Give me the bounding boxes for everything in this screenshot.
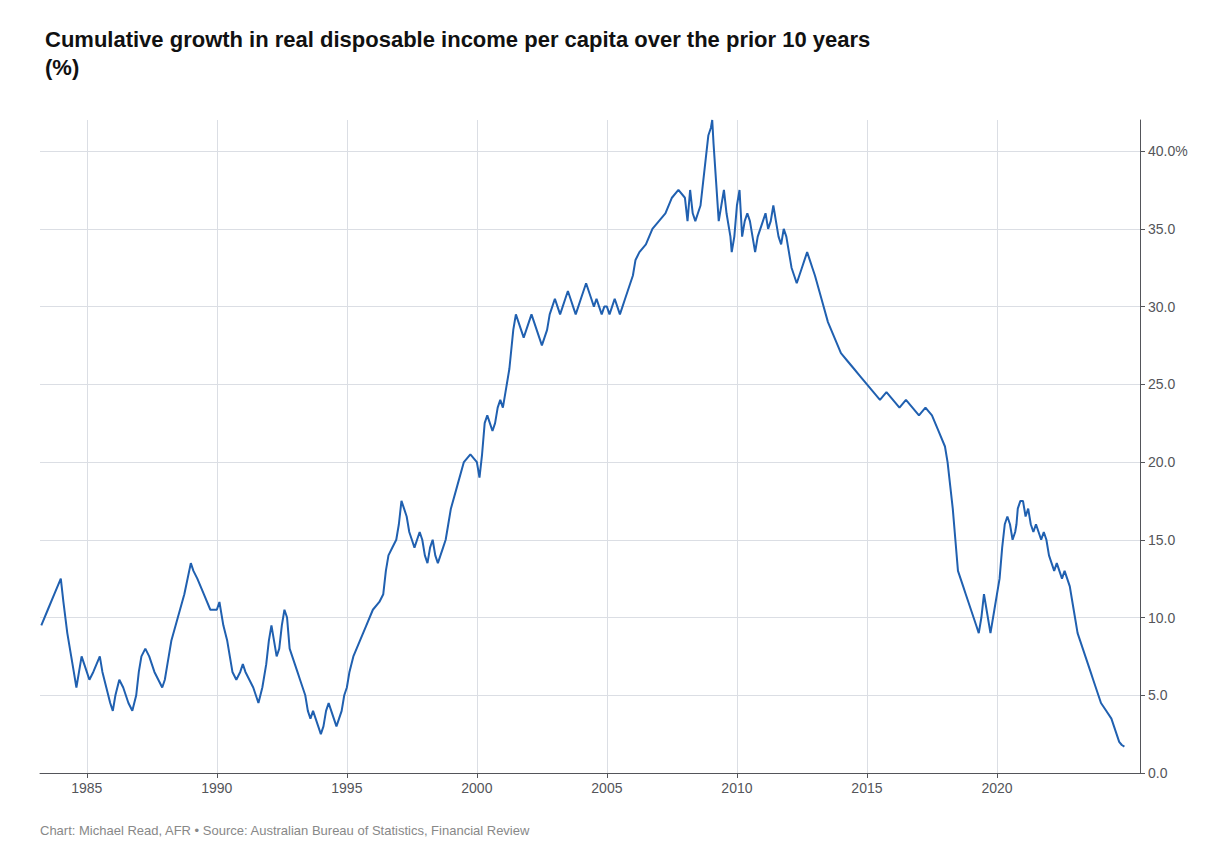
svg-text:30.0: 30.0 — [1148, 299, 1175, 315]
svg-text:20.0: 20.0 — [1148, 454, 1175, 470]
svg-text:5.0: 5.0 — [1148, 687, 1168, 703]
svg-text:0.0: 0.0 — [1148, 765, 1168, 781]
svg-text:(%): (%) — [45, 55, 79, 80]
svg-text:2020: 2020 — [981, 780, 1012, 796]
svg-text:1990: 1990 — [201, 780, 232, 796]
svg-text:2010: 2010 — [721, 780, 752, 796]
svg-text:2005: 2005 — [591, 780, 622, 796]
svg-text:2000: 2000 — [461, 780, 492, 796]
svg-text:Cumulative growth in real disp: Cumulative growth in real disposable inc… — [45, 27, 870, 52]
svg-text:1985: 1985 — [71, 780, 102, 796]
svg-text:2015: 2015 — [851, 780, 882, 796]
svg-text:15.0: 15.0 — [1148, 532, 1175, 548]
svg-text:Chart: Michael Read, AFR • Sou: Chart: Michael Read, AFR • Source: Austr… — [40, 823, 530, 838]
svg-text:35.0: 35.0 — [1148, 221, 1175, 237]
svg-text:40.0%: 40.0% — [1148, 143, 1188, 159]
svg-text:10.0: 10.0 — [1148, 610, 1175, 626]
svg-text:25.0: 25.0 — [1148, 376, 1175, 392]
svg-text:1995: 1995 — [331, 780, 362, 796]
